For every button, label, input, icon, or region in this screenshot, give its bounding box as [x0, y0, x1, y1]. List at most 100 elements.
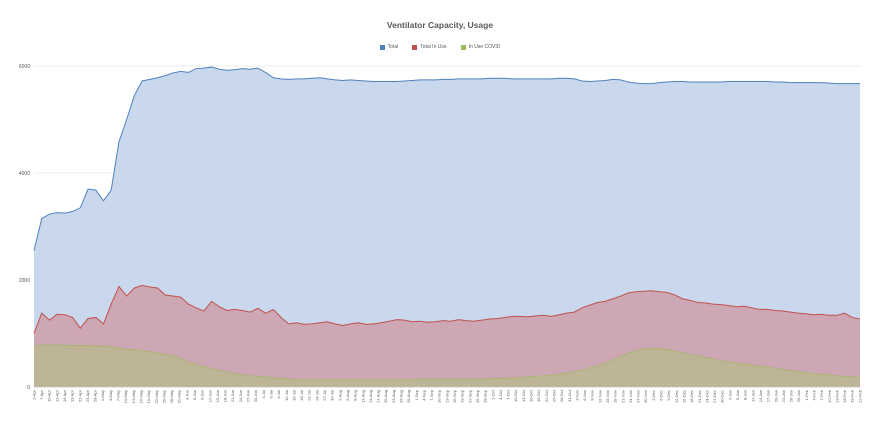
x-tick-label: 9-Nov	[590, 390, 595, 401]
x-tick-label: 29-Aug	[406, 390, 411, 403]
series-line-total-in-use	[33, 284, 861, 334]
x-tick-label: 19-Oct	[536, 389, 541, 402]
x-tick-label: 1-Oct	[490, 389, 495, 400]
x-tick-label: 25-Sep	[475, 389, 480, 403]
x-tick-label: 28-Apr	[93, 389, 98, 402]
x-tick-label: 14-Aug	[368, 390, 373, 403]
x-tick-label: 4-Feb	[812, 389, 817, 400]
x-tick-label: 4-Oct	[498, 389, 503, 400]
x-tick-label: 25-Oct	[551, 389, 556, 402]
x-tick-label: 17-Jan	[766, 390, 771, 402]
x-tick-label: 15-Dec	[681, 390, 686, 403]
x-tick-label: 20-Aug	[383, 390, 388, 403]
x-tick-label: 10-May	[123, 390, 128, 403]
legend-item-total: Total	[379, 44, 399, 50]
x-tick-label: 26-Jan	[789, 390, 794, 402]
x-tick-label: 9-Dec	[666, 390, 671, 401]
x-tick-label: 29-Jan	[796, 390, 801, 402]
x-tick-label: 16-Feb	[842, 389, 847, 402]
x-tick-label: 24-Jul	[314, 390, 319, 401]
x-tick-label: 13-Feb	[834, 389, 839, 402]
x-tick-label: 10-Apr	[47, 389, 52, 402]
x-tick-label: 18-Jun	[223, 390, 228, 402]
x-tick-label: 10-Sep	[437, 389, 442, 403]
x-tick-label: 7-Feb	[819, 389, 824, 400]
x-tick-label: 12-Jun	[207, 390, 212, 402]
x-tick-label: 7-Apr	[39, 389, 44, 399]
x-tick-label: 1-May	[100, 390, 105, 401]
x-tick-label: 16-Oct	[529, 389, 534, 402]
x-tick-label: 6-Jun	[192, 390, 197, 400]
x-tick-label: 6-Jul	[268, 390, 273, 399]
chart-title: Ventilator Capacity, Usage	[386, 20, 494, 30]
x-tick-label: 4-Sep	[421, 389, 426, 400]
x-tick-label: 13-May	[131, 390, 136, 403]
x-tick-label: 13-Oct	[521, 389, 526, 402]
x-tick-label: 30-Dec	[720, 390, 725, 403]
x-tick-label: 30-Jul	[330, 390, 335, 401]
y-tick-label: 0	[27, 385, 30, 391]
x-tick-label: 11-Aug	[360, 390, 365, 403]
legend-label-total: Total	[387, 44, 399, 50]
x-tick-label: 13-Apr	[54, 389, 59, 402]
chart-legend: Total Total In Use In Use COVID	[0, 44, 880, 50]
y-tick-label: 4000	[19, 171, 30, 177]
x-tick-label: 12-Dec	[674, 390, 679, 403]
legend-swatch-total-in-use	[412, 44, 418, 50]
x-tick-label: 23-Aug	[391, 390, 396, 403]
x-tick-label: 28-Sep	[483, 389, 488, 403]
x-tick-label: 19-May	[146, 390, 151, 403]
y-tick-label: 6000	[19, 64, 30, 70]
x-tick-label: 10-Oct	[513, 389, 518, 402]
x-tick-label: 25-Apr	[85, 389, 90, 402]
x-tick-label: 24-Dec	[704, 390, 709, 403]
x-tick-label: 12-Jul	[284, 390, 289, 401]
legend-label-total-in-use: Total In Use	[420, 44, 447, 50]
x-tick-label: 24-Nov	[628, 390, 633, 403]
x-tick-label: 3-Dec	[651, 390, 656, 401]
x-tick-label: 3-Jun	[184, 390, 189, 400]
x-tick-label: 18-Nov	[613, 390, 618, 403]
x-tick-label: 27-Jun	[246, 390, 251, 402]
x-tick-label: 21-Nov	[620, 390, 625, 403]
series-line-total	[33, 66, 860, 251]
x-tick-label: 4-May	[108, 390, 113, 401]
x-tick-label: 1-Feb	[804, 389, 809, 400]
x-tick-label: 19-Feb	[850, 389, 855, 402]
x-tick-label: 1-Sep	[414, 389, 419, 400]
x-tick-label: 16-Apr	[62, 389, 67, 402]
x-tick-label: 19-Apr	[70, 389, 75, 402]
x-tick-label: 2-Jan	[727, 390, 732, 400]
x-tick-label: 18-Dec	[689, 390, 694, 403]
series-line-in-use-covid	[33, 344, 861, 380]
x-tick-label: 7-Oct	[506, 389, 511, 400]
x-tick-label: 5-Aug	[345, 390, 350, 401]
x-tick-label: 9-Jul	[276, 390, 281, 399]
x-tick-label: 11-Jan	[750, 390, 755, 402]
series-area-in-use-covid	[34, 344, 860, 387]
x-tick-label: 3-Jul	[261, 390, 266, 399]
x-tick-label: 21-Dec	[697, 390, 702, 403]
x-tick-label: 22-Sep	[467, 389, 472, 403]
x-tick-label: 15-Nov	[605, 390, 610, 403]
x-tick-label: 18-Jul	[299, 390, 304, 401]
x-tick-label: 24-Jun	[238, 390, 243, 402]
legend-item-total-in-use: Total In Use	[412, 44, 447, 50]
x-tick-label: 16-Sep	[452, 389, 457, 403]
x-tick-label: 31-Oct	[567, 389, 572, 402]
x-tick-label: 22-Feb	[857, 389, 862, 402]
x-tick-label: 6-Dec	[659, 390, 664, 401]
x-tick-label: 30-Jun	[253, 390, 258, 402]
x-tick-label: 8-Jan	[743, 390, 748, 400]
x-tick-label: 10-Feb	[827, 389, 832, 402]
x-tick-label: 21-Jun	[230, 390, 235, 402]
x-tick-label: 30-Nov	[643, 390, 648, 403]
x-tick-label: 27-Jul	[322, 390, 327, 401]
x-tick-label: 22-Apr	[77, 389, 82, 402]
x-tick-label: 7-Sep	[429, 389, 434, 400]
x-tick-label: 31-May	[177, 390, 182, 403]
x-tick-label: 2-Aug	[337, 390, 342, 401]
x-tick-label: 22-Oct	[544, 389, 549, 402]
x-tick-label: 21-Jul	[307, 390, 312, 401]
legend-item-in-use-covid: In Use COVID	[460, 44, 500, 50]
